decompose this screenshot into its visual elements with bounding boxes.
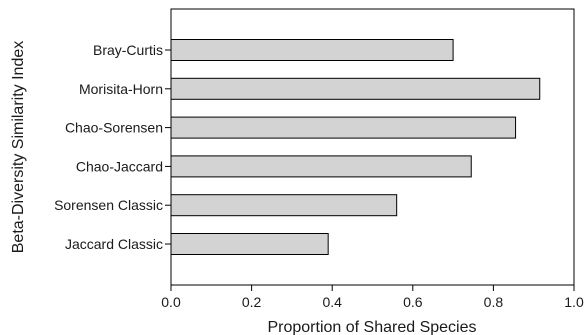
bars-group	[170, 39, 541, 255]
x-tick-label: 1.0	[564, 294, 584, 310]
x-tick-labels: 0.0 0.2 0.4 0.6 0.8 1.0	[161, 294, 584, 310]
plot-frame	[170, 8, 575, 286]
y-ticks	[165, 49, 171, 245]
x-tick-label: 0.6	[403, 294, 423, 310]
category-label: Chao-Jaccard	[76, 158, 163, 174]
category-label: Morisita-Horn	[79, 81, 163, 97]
x-tick-label: 0.8	[484, 294, 504, 310]
x-tick-label: 0.4	[322, 294, 342, 310]
category-labels: Bray-Curtis Morisita-Horn Chao-Sorensen Cha…	[54, 42, 163, 252]
x-ticks	[170, 285, 575, 291]
x-axis-title: Proportion of Shared Species	[267, 319, 476, 335]
category-label: Bray-Curtis	[93, 42, 163, 58]
bar-morisita-horn	[170, 77, 541, 100]
category-label: Chao-Sorensen	[65, 120, 163, 136]
bar-jaccard-classic	[170, 233, 329, 255]
bar-sorensen-classic	[170, 194, 398, 217]
bar-bray-curtis	[170, 39, 454, 61]
y-axis-title: Beta-Diversity Similarity Index	[10, 41, 27, 254]
x-tick-label: 0.0	[161, 294, 181, 310]
bar-chao-sorensen	[170, 116, 517, 139]
x-tick-label: 0.2	[242, 294, 262, 310]
category-label: Sorensen Classic	[54, 197, 163, 213]
category-label: Jaccard Classic	[65, 236, 163, 252]
bar-chao-jaccard	[170, 155, 472, 178]
